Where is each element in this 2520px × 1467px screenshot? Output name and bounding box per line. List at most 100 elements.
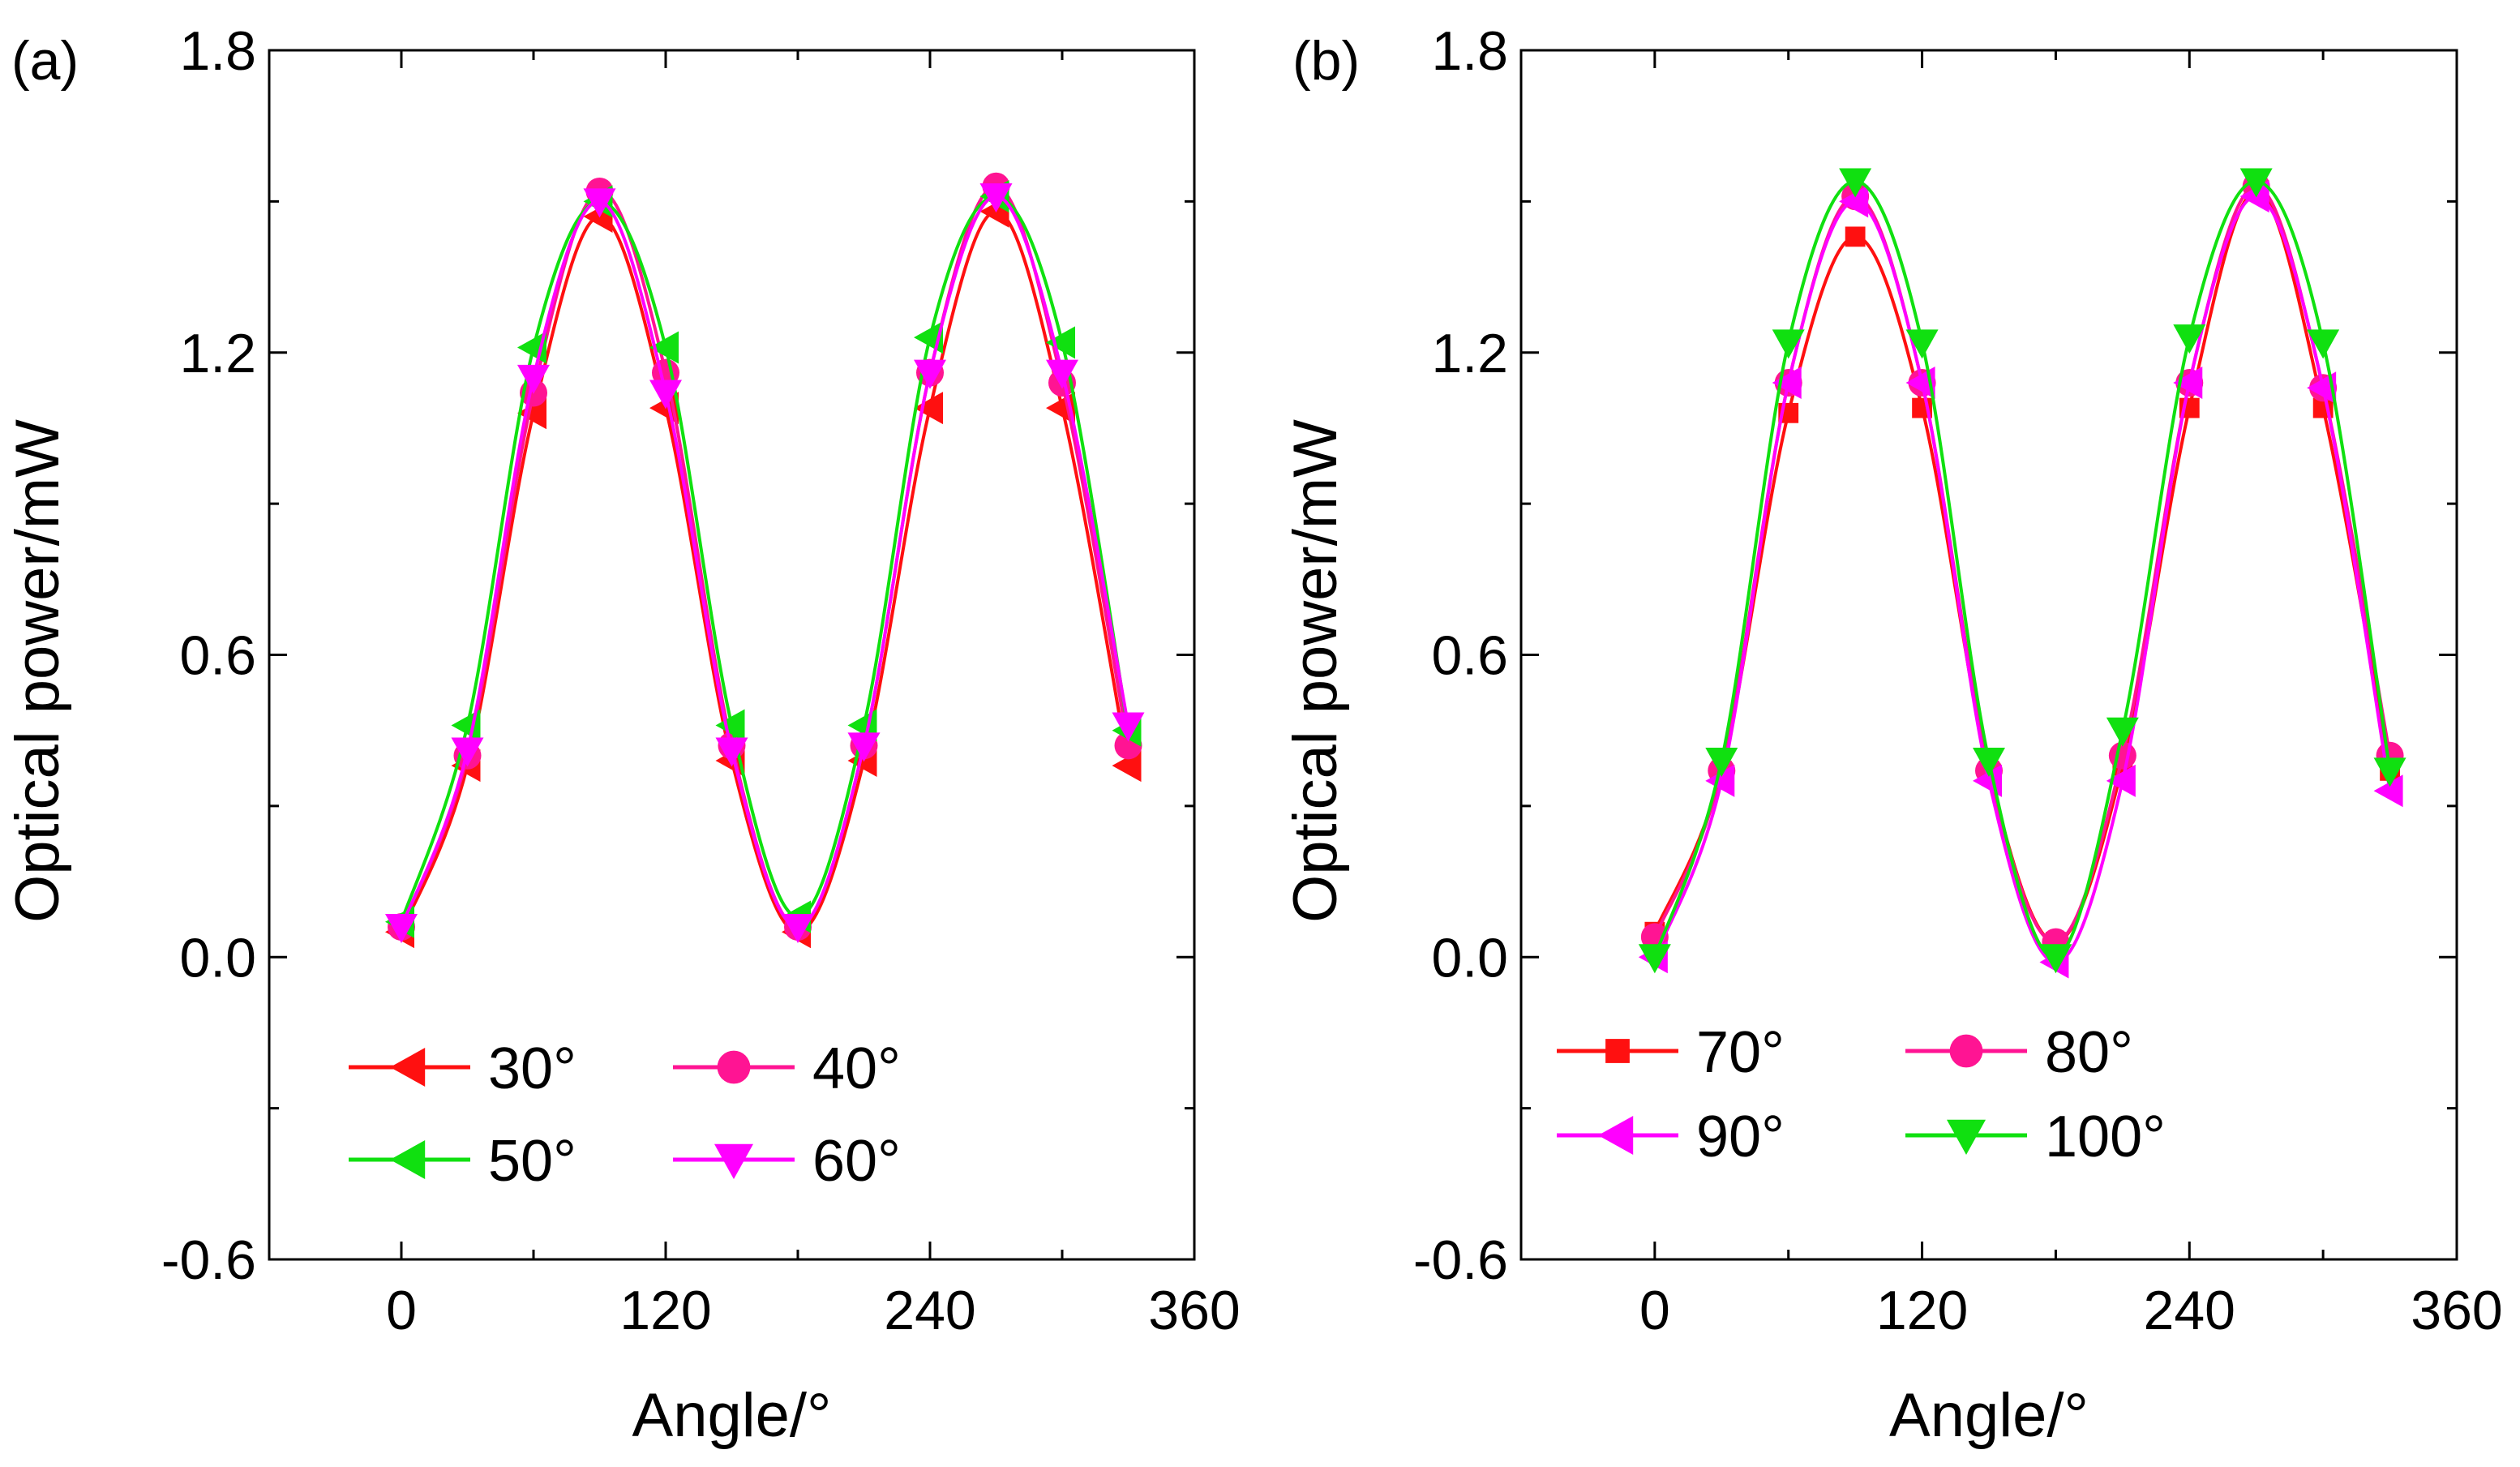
data-point [1772,329,1805,359]
series-line [400,209,1130,934]
data-point [1973,747,2005,777]
series-line [1653,184,2392,944]
series-2 [1640,172,2404,956]
legend-item: 90° [1557,1105,1785,1169]
legend: 30° 40° 50° 60° [349,1036,901,1194]
legend-label: 40° [812,1036,901,1101]
data-point [847,732,881,762]
data-point [1112,712,1145,742]
legend-label: 70° [1696,1020,1785,1085]
data-point [1905,329,1939,359]
data-point [782,913,814,943]
panel-a-label: (a) [11,30,79,92]
data-point [583,188,616,218]
legend-item: 50° [349,1129,576,1194]
x-tick-label: 240 [884,1280,975,1341]
legend-marker [714,1143,753,1179]
series-3 [385,180,1142,938]
y-axis-title: Optical power/mW [1281,419,1350,923]
data-point [2307,371,2337,405]
x-tick-label: 120 [619,1280,711,1341]
data-point [1046,359,1078,389]
legend-label: 50° [488,1129,576,1194]
series-line [400,195,1130,923]
data-point [1839,185,1869,218]
chart-a: -0.6 0.0 0.6 1.2 1.8 0 120 240 360 Angle/° Optical… [3,20,1241,1450]
series-line [1652,195,2392,964]
series-line [1652,179,2392,959]
legend-marker [1598,1116,1634,1155]
data-point [1705,747,1738,777]
panel-b-label: (b) [1292,30,1360,92]
y-tick-label: 0.6 [179,625,256,687]
panel-b: (b) -0.6 0.0 0.6 1.2 1.8 0 120 240 360 Angle/° Opt… [1281,20,2503,1450]
series-4 [1638,168,2406,974]
series-line [1653,189,2392,944]
data-point [649,331,679,364]
chart-b: -0.6 0.0 0.6 1.2 1.8 0 120 240 360 Angle/° Optical… [1281,20,2503,1450]
data-point [1046,326,1075,359]
data-point [914,392,943,425]
panel-a: (a) -0.6 0.0 0.6 1.2 1.8 0 120 240 360 Angle/° Opt… [3,20,1241,1450]
data-point [2173,367,2203,400]
y-tick-label: 1.8 [1431,20,1508,82]
legend-item: 100° [1905,1105,2166,1169]
legend-item: 70° [1557,1020,1785,1085]
legend-item: 40° [673,1036,901,1101]
x-tick-label: 0 [1639,1280,1670,1341]
data-point [715,737,748,767]
legend-label: 90° [1696,1105,1785,1169]
data-point [2239,168,2273,198]
data-point [979,183,1013,213]
data-point [1638,944,1671,974]
legend-marker [390,1048,426,1087]
data-point [2106,764,2136,797]
legend-marker [1947,1119,1986,1155]
y-tick-label: 0.0 [1431,927,1508,989]
y-tick-label: 1.2 [1431,323,1508,384]
series-line [400,184,1130,929]
series-line [400,195,1130,929]
y-tick-label: 0.0 [179,927,256,989]
legend-label: 30° [488,1036,576,1101]
x-tick-label: 0 [386,1280,417,1341]
legend-item: 30° [349,1036,576,1101]
data-point [2106,717,2139,747]
legend-label: 80° [2045,1020,2133,1085]
data-point [2173,324,2206,354]
x-tick-label: 360 [1148,1280,1240,1341]
data-point [1839,168,1872,198]
x-axis-title: Angle/° [632,1381,832,1450]
y-tick-label: -0.6 [1413,1229,1508,1291]
x-tick-label: 360 [2411,1280,2502,1341]
legend: 70° 80° 90° 100° [1557,1020,2166,1169]
y-tick-label: 0.6 [1431,625,1508,687]
data-point [2239,180,2269,213]
data-point [914,359,946,389]
data-point [385,913,418,943]
data-point [715,709,745,742]
data-point [2373,774,2403,808]
x-axis-title: Angle/° [1889,1381,2089,1450]
x-tick-label: 120 [1876,1280,1968,1341]
data-point [2307,329,2340,359]
data-point [649,380,682,410]
data-point [2373,757,2406,787]
data-point [451,737,484,767]
legend-marker [390,1140,426,1179]
legend-marker [1605,1039,1630,1063]
legend-marker [717,1050,751,1084]
data-point [1772,367,1802,400]
y-tick-label: 1.8 [179,20,256,82]
x-tick-label: 240 [2144,1280,2235,1341]
legend-item: 80° [1905,1020,2133,1085]
legend-label: 60° [812,1129,901,1194]
legend-marker [1949,1034,1983,1068]
data-point [517,364,550,394]
data-point [1705,764,1735,797]
series-4 [385,183,1145,943]
data-point [2039,944,2072,974]
data-point [1845,226,1866,247]
y-tick-label: -0.6 [161,1229,256,1291]
